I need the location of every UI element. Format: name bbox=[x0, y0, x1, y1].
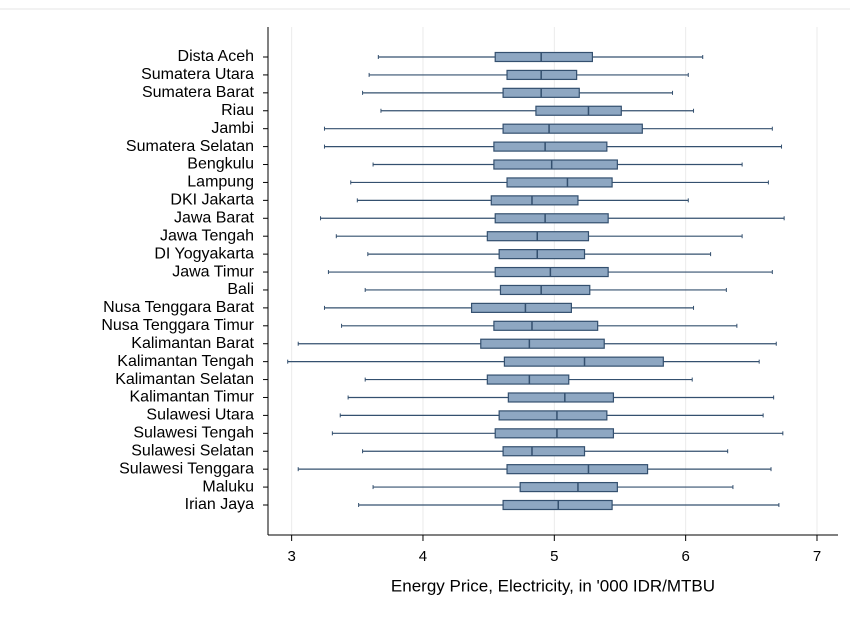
y-tick-label: Sulawesi Tenggara bbox=[119, 460, 254, 477]
y-tick-label: Sulawesi Utara bbox=[146, 407, 254, 424]
y-tick-label: Sulawesi Selatan bbox=[131, 442, 254, 459]
y-tick-label: Nusa Tenggara Timur bbox=[101, 317, 254, 334]
y-tick-label: DI Yogyakarta bbox=[154, 245, 254, 262]
y-tick-label: Sumatera Selatan bbox=[126, 138, 254, 155]
x-tick-label: 4 bbox=[419, 548, 427, 565]
y-tick-label: Sulawesi Tengah bbox=[133, 425, 254, 442]
box bbox=[535, 105, 622, 116]
x-tick-label: 5 bbox=[550, 548, 558, 565]
x-tick-label: 7 bbox=[813, 548, 821, 565]
box bbox=[490, 195, 579, 206]
y-tick-label: Kalimantan Tengah bbox=[117, 353, 254, 370]
x-tick-label: 3 bbox=[287, 548, 295, 565]
y-tick-label: Jambi bbox=[211, 120, 254, 137]
box bbox=[499, 284, 591, 296]
box bbox=[506, 464, 649, 475]
box bbox=[494, 51, 594, 63]
box bbox=[502, 446, 586, 457]
y-tick-label: Bali bbox=[227, 281, 254, 298]
box bbox=[486, 374, 570, 385]
y-tick-label: Jawa Barat bbox=[174, 209, 255, 226]
y-tick-label: Lampung bbox=[187, 174, 254, 191]
box bbox=[498, 410, 608, 421]
y-tick-label: DKI Jakarta bbox=[170, 192, 254, 209]
y-tick-label: Jawa Timur bbox=[172, 263, 254, 280]
box bbox=[493, 320, 599, 331]
y-tick-label: Riau bbox=[221, 102, 254, 119]
box bbox=[502, 123, 643, 134]
y-tick-label: Kalimantan Timur bbox=[130, 389, 255, 406]
x-axis-label: Energy Price, Electricity, in '000 IDR/M… bbox=[391, 576, 715, 595]
box bbox=[470, 302, 572, 313]
x-tick-label: 6 bbox=[681, 548, 689, 565]
y-tick-label: Irian Jaya bbox=[185, 496, 254, 513]
box bbox=[480, 338, 605, 349]
box bbox=[507, 392, 615, 403]
y-tick-label: Nusa Tenggara Barat bbox=[103, 299, 254, 316]
y-tick-label: Kalimantan Barat bbox=[131, 335, 254, 352]
box bbox=[506, 177, 613, 188]
box bbox=[493, 159, 618, 170]
box bbox=[494, 213, 609, 224]
y-tick-label: Dista Aceh bbox=[178, 48, 254, 65]
y-tick-label: Kalimantan Selatan bbox=[115, 371, 254, 388]
box bbox=[493, 141, 608, 152]
box bbox=[494, 428, 615, 439]
y-tick-label: Maluku bbox=[202, 478, 254, 495]
box bbox=[494, 266, 609, 278]
y-tick-label: Sumatera Utara bbox=[141, 66, 254, 83]
y-tick-label: Sumatera Barat bbox=[142, 84, 255, 101]
box bbox=[498, 249, 586, 260]
y-tick-label: Bengkulu bbox=[187, 156, 254, 173]
y-tick-label: Jawa Tengah bbox=[160, 227, 254, 244]
box bbox=[519, 481, 618, 493]
